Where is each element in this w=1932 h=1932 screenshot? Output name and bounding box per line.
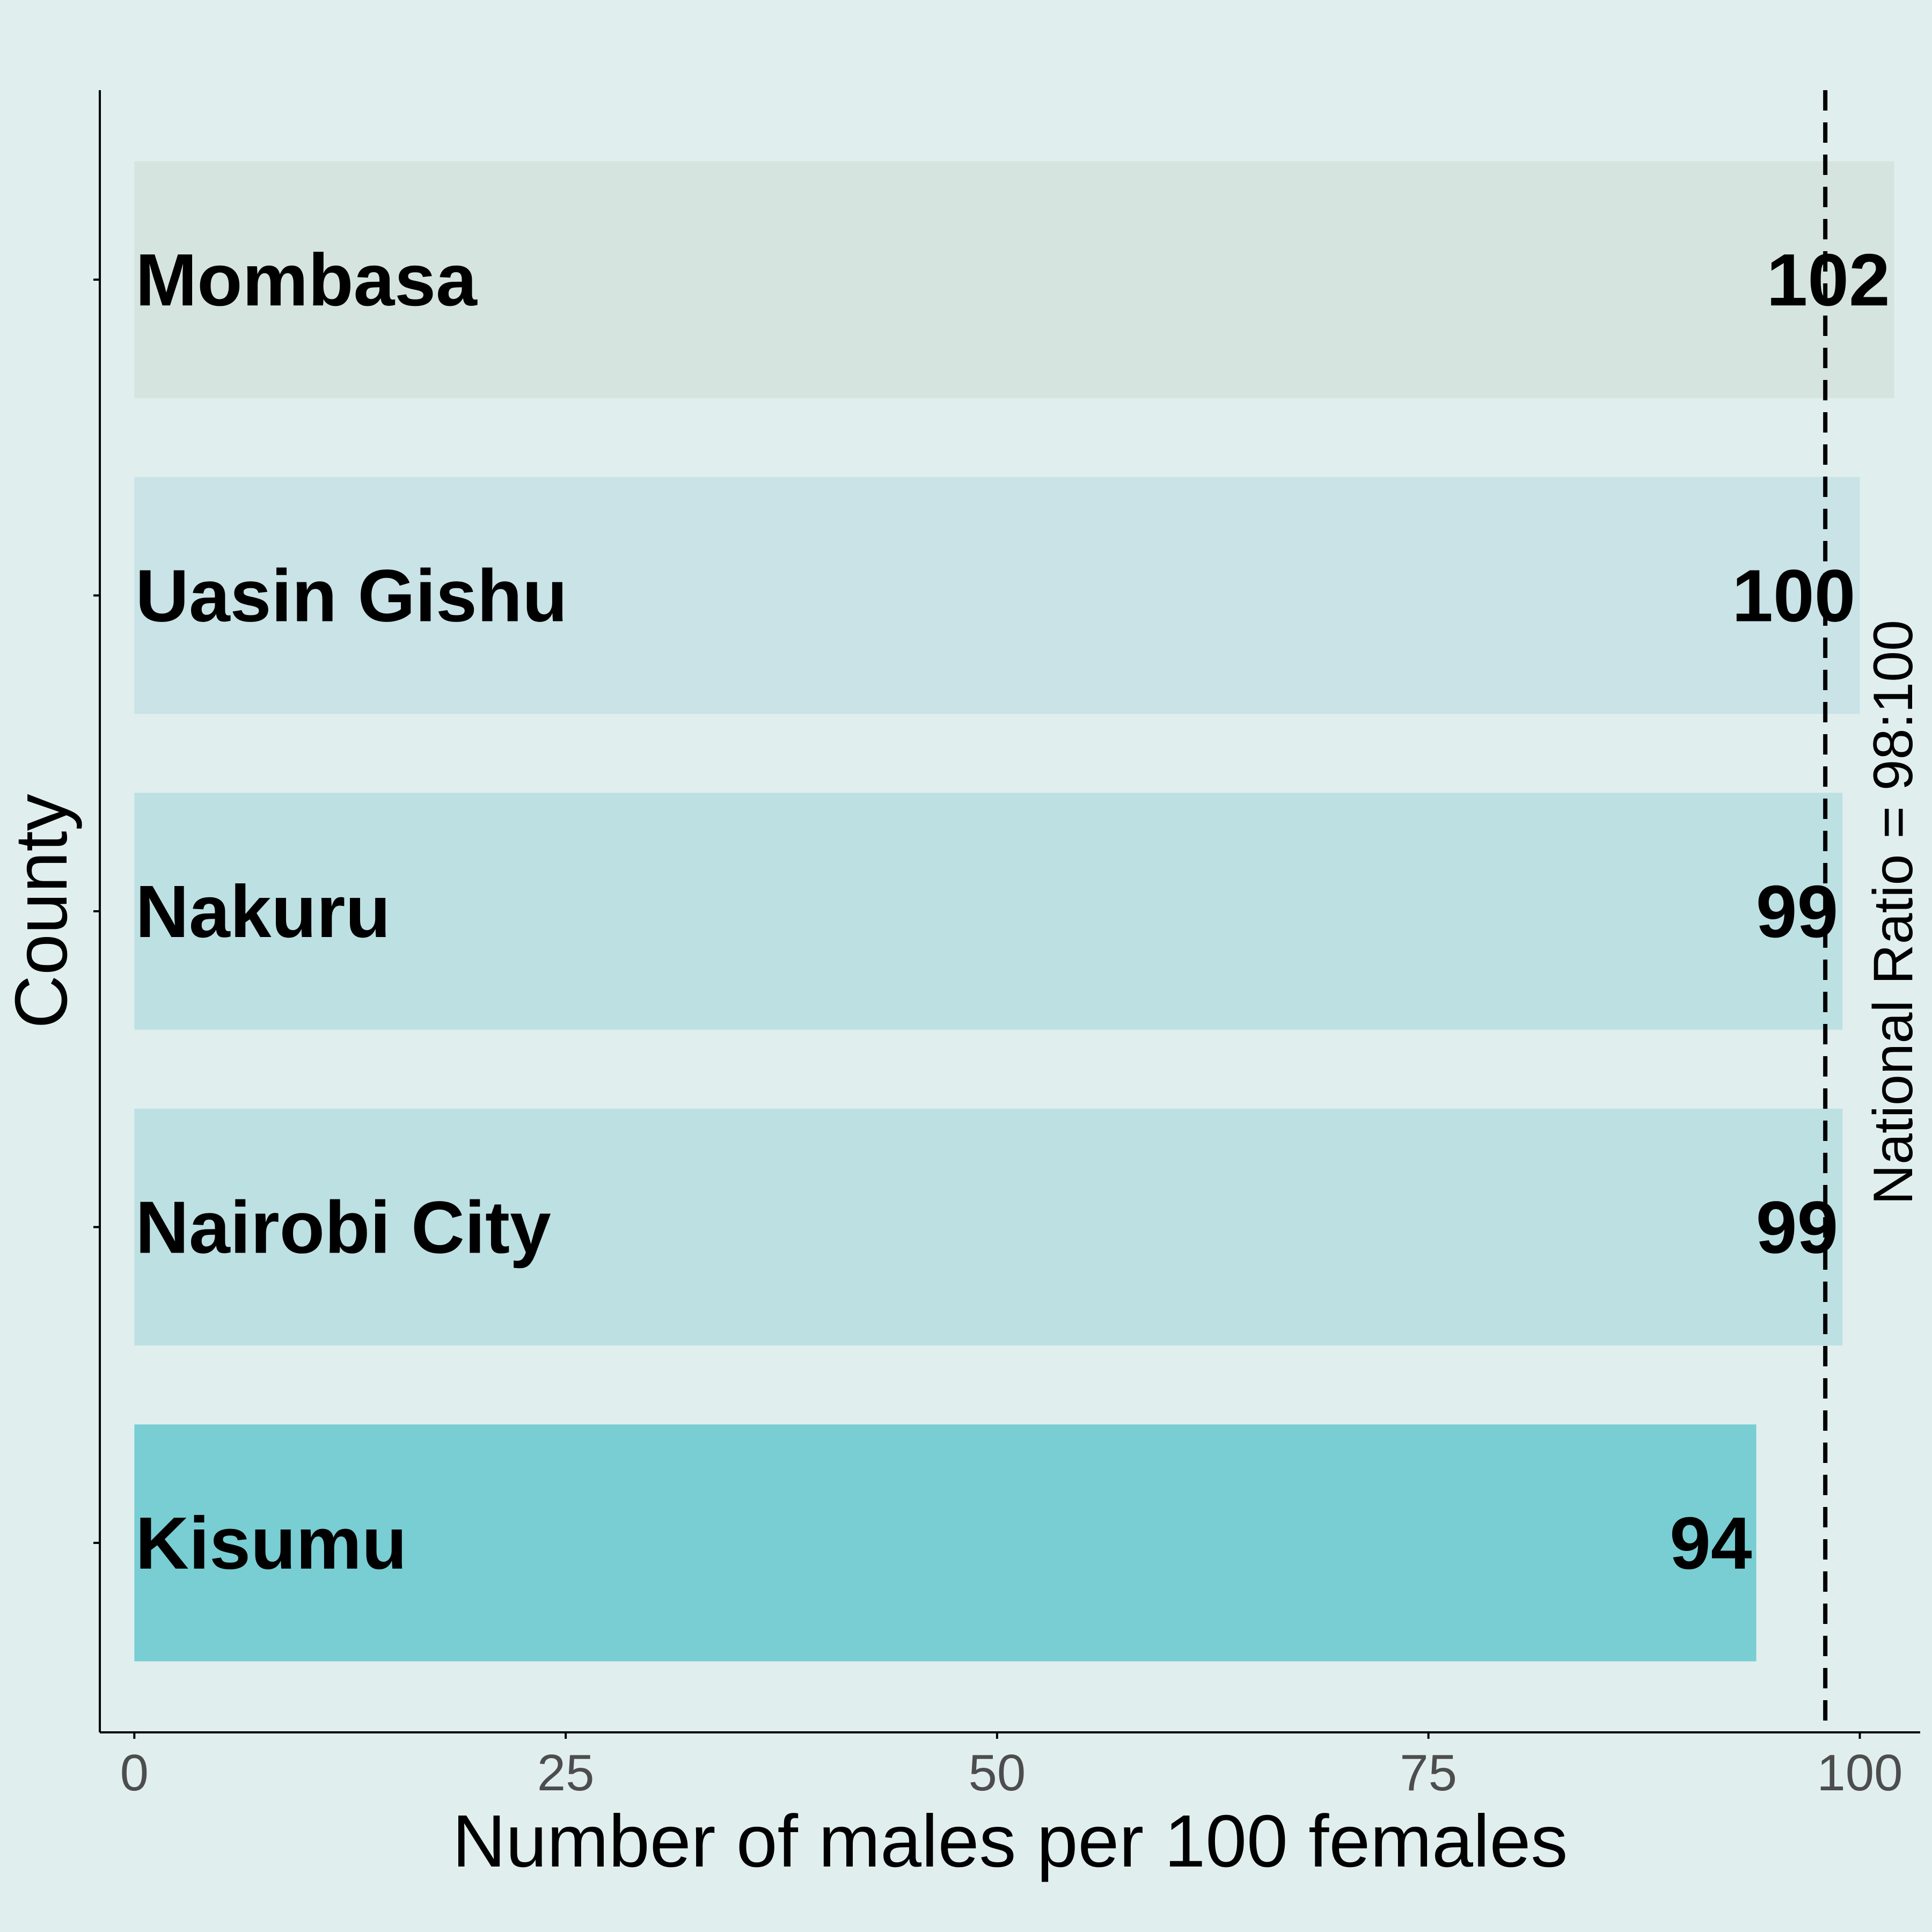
- value-label-kisumu: 94: [1670, 1502, 1752, 1585]
- x-tick-label-25: 25: [537, 1744, 595, 1802]
- category-label-nairobi-city: Nairobi City: [135, 1186, 551, 1269]
- bars-group: [134, 161, 1894, 1662]
- national-ratio-label: National Ratio = 98:100: [1862, 620, 1924, 1205]
- value-label-uasin-gishu: 100: [1732, 555, 1855, 638]
- x-axis-ticks-group: 0 25 50 75 100: [120, 1732, 1903, 1802]
- x-tick-label-100: 100: [1817, 1744, 1902, 1802]
- y-axis-title: County: [0, 794, 83, 1028]
- x-tick-label-75: 75: [1400, 1744, 1457, 1802]
- value-label-mombasa: 102: [1767, 239, 1890, 321]
- bar-kisumu: [134, 1424, 1757, 1662]
- x-axis-title: Number of males per 100 females: [452, 1800, 1568, 1883]
- bar-uasin-gishu: [134, 477, 1860, 714]
- category-label-uasin-gishu: Uasin Gishu: [135, 555, 567, 638]
- bar-nairobi-city: [134, 1108, 1843, 1346]
- y-axis-ticks-group: [93, 279, 100, 1544]
- bar-nakuru: [134, 793, 1843, 1030]
- x-tick-label-50: 50: [968, 1744, 1026, 1802]
- category-label-kisumu: Kisumu: [135, 1502, 407, 1585]
- x-tick-label-0: 0: [120, 1744, 149, 1802]
- bar-mombasa: [134, 161, 1894, 398]
- category-labels-group: Mombasa Uasin Gishu Nakuru Nairobi City Kisu…: [135, 239, 567, 1585]
- category-label-mombasa: Mombasa: [135, 239, 478, 321]
- category-label-nakuru: Nakuru: [135, 870, 390, 953]
